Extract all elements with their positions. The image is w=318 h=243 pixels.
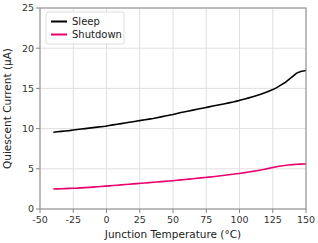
series-line [53,70,306,132]
legend: Sleep Shutdown [46,12,124,44]
y-tick-label: 15 [22,83,34,94]
y-tick-label: 10 [22,123,34,134]
x-grid-line [173,8,174,209]
x-tick-label: 100 [230,214,248,225]
x-grid-line [139,8,140,209]
plot-background [40,8,306,209]
legend-swatch [51,34,67,36]
y-tick [36,209,40,210]
x-tick-label: 150 [297,214,315,225]
y-tick-label: 5 [28,163,34,174]
x-tick [73,209,74,213]
legend-swatch [51,21,67,23]
y-tick-label: 0 [28,203,34,214]
x-tick-label: 50 [167,214,179,225]
y-tick [36,88,40,89]
chart-svg: -50 -25 0 25 50 75 100 125 150 0 5 10 15 20 25 Junction… [0,0,318,243]
y-axis-label: Quiescent Current (µA) [1,48,13,169]
x-axis-label: Junction Temperature (°C) [104,228,241,240]
x-tick-label: 125 [264,214,282,225]
x-tick [106,209,107,213]
y-grid-line [40,88,306,89]
legend-box [46,12,124,44]
x-tick-label: -25 [65,214,81,225]
x-tick [206,209,207,213]
y-tick [36,48,40,49]
y-tick [36,8,40,9]
y-tick-label: 20 [22,43,34,54]
x-tick-label: 0 [103,214,109,225]
legend-label: Shutdown [72,29,122,40]
series-line [53,164,306,189]
x-tick [139,209,140,213]
y-tick [36,168,40,169]
x-tick [306,209,307,213]
y-tick [36,128,40,129]
plot-frame [40,8,306,209]
chart-container: -50 -25 0 25 50 75 100 125 150 0 5 10 15 20 25 Junction… [0,0,318,243]
x-tick-label: 75 [200,214,212,225]
x-grid-line [272,8,273,209]
y-tick-label: 25 [22,2,34,13]
x-tick [40,209,41,213]
x-tick-label: 25 [134,214,146,225]
x-tick-label: -50 [32,214,48,225]
y-grid-line [40,48,306,49]
x-tick [239,209,240,213]
legend-label: Sleep [72,16,100,27]
series-lines [53,70,306,189]
axes: -50 -25 0 25 50 75 100 125 150 0 5 10 15 20 25 [22,2,315,225]
x-tick [272,209,273,213]
x-tick [173,209,174,213]
x-grid-line [206,8,207,209]
x-grid-line [239,8,240,209]
grid [40,8,306,209]
